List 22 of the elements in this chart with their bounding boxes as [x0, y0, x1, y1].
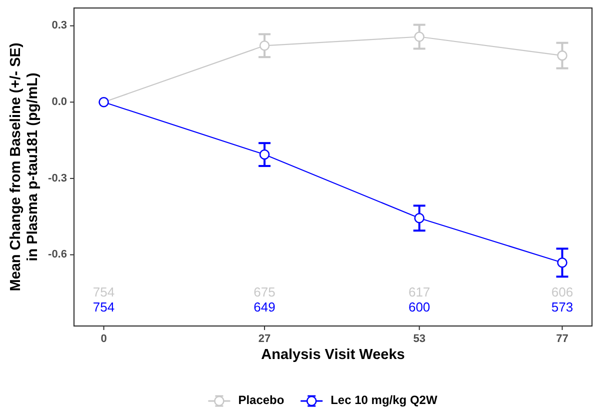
point [414, 32, 424, 42]
annotation: 754 [92, 299, 115, 314]
x-tick-label: 27 [258, 333, 271, 345]
annotation: 573 [551, 299, 574, 314]
x-tick-label: 0 [100, 333, 107, 345]
point [557, 258, 568, 268]
point [557, 50, 568, 61]
point [414, 212, 424, 224]
annotation: 600 [408, 299, 430, 314]
x-axis-title: Analysis Visit Weeks [261, 347, 405, 363]
legend-label: Lec 10 mg/kg Q2W [330, 393, 438, 408]
point [259, 40, 270, 51]
y-tick-label: -0.6 [48, 248, 67, 261]
x-tick-label: 77 [556, 333, 568, 345]
y-tick-label: 0.0 [52, 96, 67, 108]
y-axis-title: Mean Change from Baseline (+/- SE) in Plasma p-tau181 (pg/mL) [8, 42, 41, 292]
annotation: 649 [254, 299, 276, 314]
x-tick-label: 53 [413, 333, 426, 345]
y-tick-label: -0.3 [48, 172, 67, 184]
y-tick-label: 0.3 [52, 20, 67, 32]
legend-label: Placebo [238, 393, 284, 408]
point [259, 149, 270, 160]
